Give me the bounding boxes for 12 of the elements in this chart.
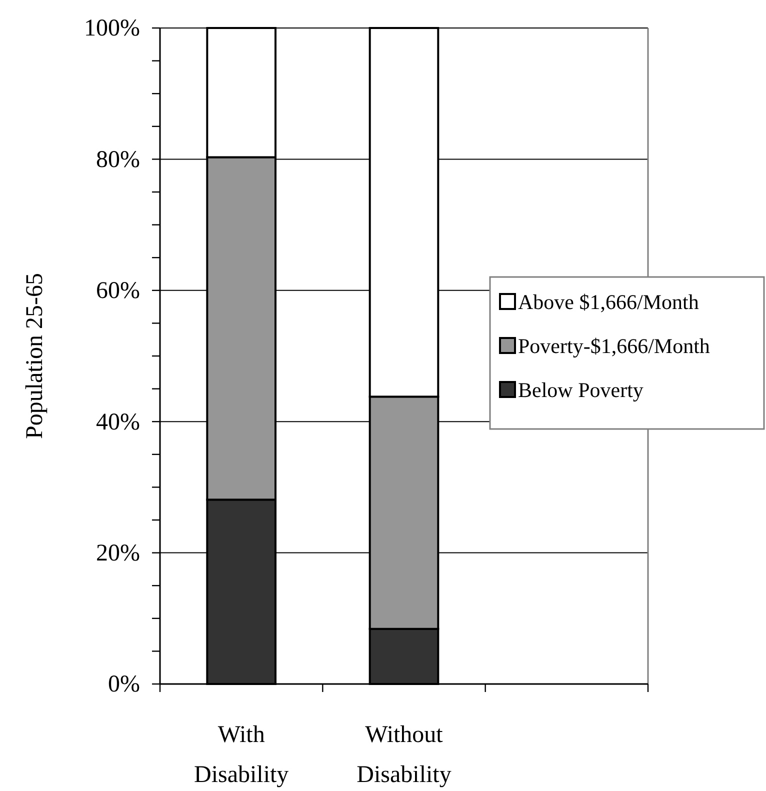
y-axis-title: Population 25-65 (22, 273, 48, 439)
y-tick-label: 100% (84, 16, 140, 42)
y-tick-label: 20% (96, 540, 140, 566)
legend-label: Poverty-$1,666/Month (518, 334, 710, 358)
legend-label: Below Poverty (518, 378, 644, 402)
x-tick-label: With Disability (194, 722, 289, 788)
y-tick-label: 0% (108, 672, 140, 698)
x-tick-label: Without Disability (356, 722, 452, 788)
y-tick-label: 60% (96, 278, 140, 304)
legend-label: Above $1,666/Month (518, 290, 700, 314)
y-tick-label: 80% (96, 146, 140, 173)
y-tick-label: 40% (96, 409, 140, 436)
